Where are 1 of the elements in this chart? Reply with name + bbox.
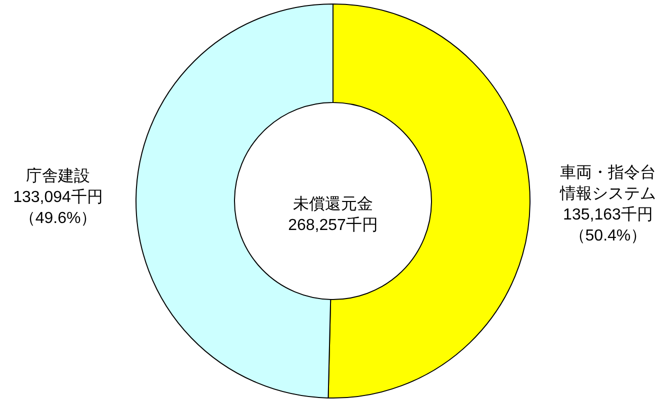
annotation: 未償還元金 268,257千円 [288, 196, 378, 234]
